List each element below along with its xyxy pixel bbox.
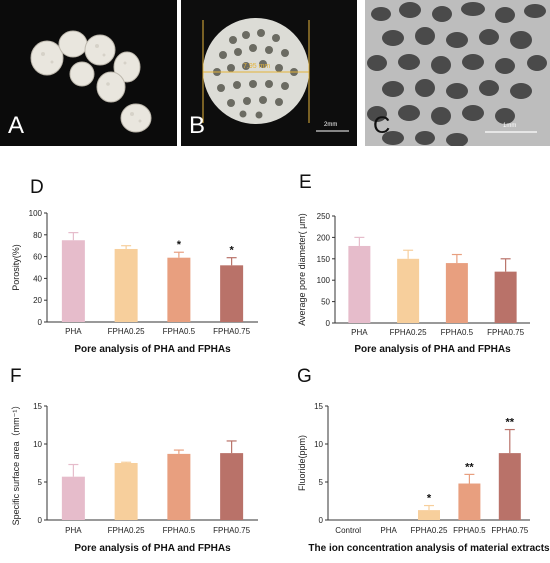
- x-category-label: FPHA0.5: [163, 526, 196, 535]
- scale-bar-b: 2mm: [324, 122, 338, 128]
- x-axis-title: Pore analysis of PHA and FPHAs: [354, 344, 511, 355]
- bar-fpha0-5: [167, 453, 191, 520]
- bar-pha: [61, 476, 85, 520]
- photo-b: 7.95 mm 2mm B: [181, 0, 357, 146]
- x-category-label: FPHA0.25: [108, 526, 145, 535]
- significance-marker: *: [229, 245, 234, 257]
- x-axis-title: The ion concentration analysis of materi…: [308, 543, 550, 554]
- y-tick-label: 0: [326, 319, 331, 328]
- x-category-label: FPHA0.75: [491, 526, 528, 535]
- x-axis-title: Pore analysis of PHA and FPHAs: [74, 543, 231, 554]
- y-tick-label: 60: [33, 253, 42, 262]
- photo-c: 1mm C: [365, 0, 550, 146]
- panel-letter-e: E: [299, 172, 312, 193]
- y-tick-label: 5: [38, 478, 43, 487]
- bar-pha: [348, 245, 371, 323]
- photo-label-a: A: [8, 112, 25, 139]
- y-tick-label: 0: [319, 516, 324, 525]
- panel-letter-d: D: [30, 177, 44, 198]
- x-category-label: PHA: [380, 526, 397, 535]
- x-category-label: FPHA0.5: [163, 327, 196, 336]
- x-category-label: FPHA0.5: [441, 328, 474, 337]
- scaffold-cross-section-image: [181, 0, 357, 146]
- y-axis-title: Fluoride(ppm): [297, 435, 307, 491]
- x-category-label: FPHA0.75: [213, 327, 250, 336]
- bar-fpha0-75: [220, 453, 244, 520]
- scaffold-discs-image: [0, 0, 177, 146]
- y-tick-label: 150: [317, 255, 331, 264]
- photo-label-b: B: [189, 112, 206, 139]
- bar-pha: [61, 240, 85, 322]
- y-tick-label: 0: [38, 318, 43, 327]
- x-category-label: FPHA0.25: [390, 328, 427, 337]
- bar-fpha0-25: [418, 510, 440, 520]
- x-category-label: PHA: [65, 526, 82, 535]
- y-tick-label: 20: [33, 296, 42, 305]
- x-category-label: FPHA0.25: [411, 526, 448, 535]
- y-axis-title: Average pore diameter( μm): [297, 213, 307, 326]
- y-axis-title: Porosity(%): [11, 244, 21, 291]
- x-category-label: FPHA0.75: [213, 526, 250, 535]
- bar-fpha0-75: [220, 265, 244, 322]
- x-category-label: PHA: [351, 328, 368, 337]
- y-tick-label: 15: [314, 402, 323, 411]
- y-tick-label: 80: [33, 231, 42, 240]
- y-tick-label: 0: [38, 516, 43, 525]
- y-tick-label: 10: [33, 440, 42, 449]
- y-tick-label: 10: [314, 440, 323, 449]
- y-tick-label: 5: [319, 478, 324, 487]
- bar-fpha0-75: [498, 453, 521, 520]
- x-category-label: Control: [335, 526, 361, 535]
- x-category-label: FPHA0.25: [108, 327, 145, 336]
- bar-fpha0-75: [494, 271, 517, 323]
- significance-marker: **: [465, 461, 474, 473]
- bar-fpha0-5: [458, 483, 481, 520]
- y-tick-label: 250: [317, 212, 331, 221]
- significance-marker: *: [427, 493, 432, 505]
- bar-fpha0-5: [445, 263, 468, 323]
- x-axis-title: Pore analysis of PHA and FPHAs: [74, 344, 231, 355]
- x-category-label: FPHA0.5: [453, 526, 486, 535]
- x-category-label: FPHA0.75: [487, 328, 524, 337]
- measure-text: 7.95 mm: [243, 63, 271, 70]
- y-tick-label: 100: [317, 276, 331, 285]
- y-tick-label: 40: [33, 274, 42, 283]
- significance-marker: *: [177, 239, 182, 251]
- bar-fpha0-25: [114, 248, 138, 322]
- y-tick-label: 100: [29, 209, 43, 218]
- y-tick-label: 200: [317, 233, 331, 242]
- bar-fpha0-5: [167, 257, 191, 322]
- photo-a: A: [0, 0, 177, 146]
- photo-label-c: C: [373, 112, 391, 139]
- significance-marker: **: [506, 417, 515, 429]
- bar-fpha0-25: [397, 258, 420, 323]
- y-tick-label: 50: [321, 298, 330, 307]
- y-axis-title: Specific surface area（mm⁻¹）: [11, 401, 21, 526]
- x-category-label: PHA: [65, 327, 82, 336]
- y-tick-label: 15: [33, 402, 42, 411]
- panel-letter-g: G: [297, 366, 312, 387]
- panel-letter-f: F: [10, 366, 22, 387]
- bar-fpha0-25: [114, 463, 138, 520]
- scale-bar-c: 1mm: [503, 123, 517, 129]
- sem-pore-image: [365, 0, 550, 146]
